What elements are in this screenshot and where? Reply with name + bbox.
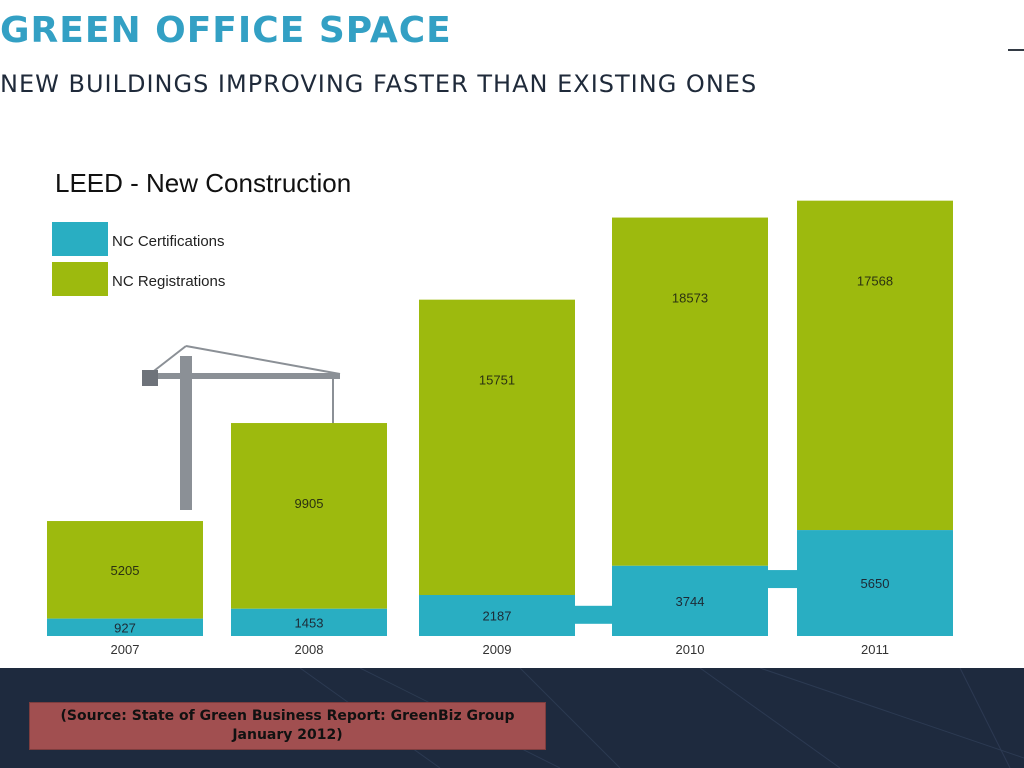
label-certifications-2009: 2187 <box>483 608 512 623</box>
slide: GREEN OFFICE SPACE NEW BUILDINGS IMPROVI… <box>0 0 1024 668</box>
label-registrations-2007: 5205 <box>111 563 140 578</box>
source-note: (Source: State of Green Business Report:… <box>29 702 546 750</box>
label-certifications-2010: 3744 <box>676 594 705 609</box>
crane-tie <box>185 345 341 375</box>
source-note-text: (Source: State of Green Business Report:… <box>60 708 515 743</box>
x-tick-2011: 2011 <box>861 642 889 657</box>
label-registrations-2010: 18573 <box>672 291 708 306</box>
slide-subtitle: NEW BUILDINGS IMPROVING FASTER THAN EXIS… <box>0 70 758 98</box>
bridge-0 <box>575 605 612 624</box>
legend-label-nc-certifications: NC Certifications <box>112 233 225 250</box>
label-registrations-2009: 15751 <box>479 373 515 388</box>
x-tick-2009: 2009 <box>483 642 512 657</box>
chart: LEED - New Construction NC Certifications… <box>47 168 953 657</box>
crane-counterweight <box>142 370 158 386</box>
label-certifications-2008: 1453 <box>295 615 324 630</box>
x-tick-2007: 2007 <box>111 642 140 657</box>
label-registrations-2008: 9905 <box>295 496 324 511</box>
label-certifications-2011: 5650 <box>861 576 890 591</box>
bar-registrations-2009 <box>419 299 575 595</box>
label-registrations-2011: 17568 <box>857 274 893 289</box>
bar-certifications-2009 <box>419 594 575 636</box>
bar-registrations-2011 <box>797 200 953 531</box>
x-tick-2008: 2008 <box>295 642 324 657</box>
legend-swatch-nc-certifications <box>52 222 108 256</box>
label-certifications-2007: 927 <box>114 620 136 635</box>
bar-certifications-2008 <box>231 608 387 636</box>
bar-certifications-2011 <box>797 530 953 636</box>
bar-certifications-2007 <box>47 618 203 636</box>
bar-registrations-2010 <box>612 217 768 566</box>
x-tick-2010: 2010 <box>676 642 705 657</box>
bar-registrations-2007 <box>47 521 203 619</box>
bar-registrations-2008 <box>231 423 387 609</box>
legend-label-nc-registrations: NC Registrations <box>112 273 225 290</box>
legend-swatch-nc-registrations <box>52 262 108 296</box>
accent-rule <box>1008 49 1024 51</box>
bar-certifications-2010 <box>612 565 768 636</box>
crane-mast <box>180 356 192 510</box>
slide-title: GREEN OFFICE SPACE <box>0 10 452 51</box>
chart-title: LEED - New Construction <box>55 168 351 198</box>
crane-back-tie <box>149 345 187 375</box>
bridge-1 <box>768 570 797 589</box>
